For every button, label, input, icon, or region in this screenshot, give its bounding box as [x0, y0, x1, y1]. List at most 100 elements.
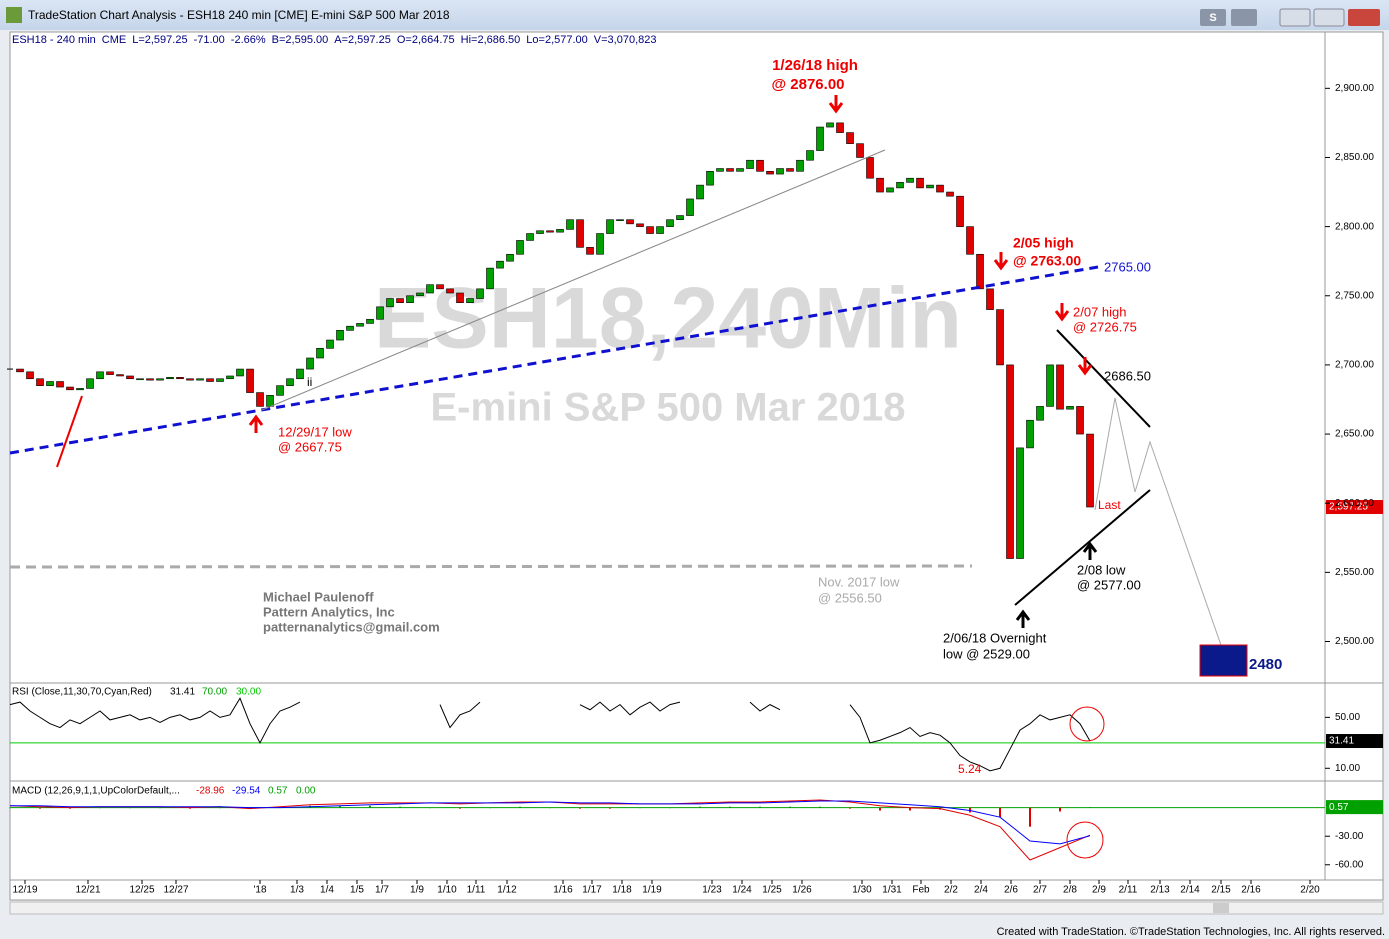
rsi-line: [749, 701, 781, 712]
annotation: 5.24: [958, 762, 982, 776]
candle: [1026, 419, 1034, 449]
x-tick-label: 12/21: [75, 885, 100, 896]
candle: [626, 219, 634, 225]
x-tick-label: 2/13: [1150, 885, 1170, 896]
histogram-bar: [159, 807, 161, 809]
histogram-bar: [579, 807, 581, 809]
info-field: -71.00: [193, 34, 225, 46]
histogram-bar: [849, 807, 851, 809]
y-tick-label: 2,900.00: [1335, 83, 1374, 94]
histogram-bar: [759, 806, 761, 808]
projection-path: [1094, 397, 1223, 649]
close-button[interactable]: [1348, 9, 1380, 26]
info-field: B=2,595.00: [271, 34, 329, 46]
candle: [446, 288, 454, 294]
indicator-value: 70.00: [202, 687, 227, 698]
candle: [156, 378, 164, 381]
x-tick-label: 2/2: [944, 885, 958, 896]
annotation: 2/05 high: [1013, 235, 1074, 251]
tool-button[interactable]: [1231, 9, 1257, 26]
watermark-symbol: ESH18,240Min: [374, 271, 962, 367]
x-tick-label: 1/12: [497, 885, 517, 896]
candle: [96, 371, 104, 380]
candle: [596, 233, 604, 255]
value-label: 0.57: [1329, 802, 1349, 813]
support-line: [9, 564, 973, 569]
annotation: @ 2763.00: [1013, 253, 1081, 269]
y-tick-label: 2,800.00: [1335, 221, 1374, 232]
x-tick-label: 2/11: [1119, 885, 1138, 896]
info-field: O=2,664.75: [396, 34, 455, 46]
candle: [1006, 364, 1014, 559]
candle: [556, 229, 564, 233]
author: Pattern Analytics, Inc: [263, 604, 395, 619]
candle: [86, 378, 94, 389]
menu-button-label: S: [1209, 12, 1216, 24]
y-tick-label: 2,750.00: [1335, 290, 1374, 301]
date-axis: [9, 879, 1384, 901]
candle: [726, 168, 734, 172]
x-tick-label: 1/30: [852, 885, 872, 896]
x-tick-label: 2/15: [1211, 885, 1231, 896]
candle: [746, 159, 754, 169]
annotation: 2480: [1249, 656, 1282, 673]
pane: 0.57 MACD (12,26,9,1,1,UpColorDefault,...…: [9, 786, 1383, 861]
x-tick-label: 2/16: [1241, 885, 1261, 896]
x-tick-label: 1/3: [290, 885, 304, 896]
candle: [296, 368, 304, 380]
candle: [326, 339, 334, 349]
symbol-info: ESH18 - 240 min CME L=2,597.25 -71.00 -2.66%…: [12, 34, 662, 46]
watermark-name: E-mini S&P 500 Mar 2018: [430, 386, 905, 430]
candle: [376, 306, 384, 320]
candle: [656, 226, 664, 234]
y-tick-label: 2,850.00: [1335, 152, 1374, 163]
annotation-lines: [9, 95, 1248, 859]
minimize-button[interactable]: [1279, 8, 1311, 27]
candle: [526, 233, 534, 241]
candle: [236, 368, 244, 377]
candle: [676, 215, 684, 221]
candle: [996, 309, 1004, 366]
candle: [946, 191, 954, 197]
x-tick-label: 1/17: [582, 885, 602, 896]
candle: [66, 386, 74, 391]
candle: [836, 122, 844, 133]
scrollbar[interactable]: [9, 901, 1384, 915]
x-tick-label: 1/16: [553, 885, 573, 896]
candle: [536, 230, 544, 234]
candle: [36, 378, 44, 386]
candle: [336, 330, 344, 341]
indicator-value: 0.57: [268, 786, 288, 797]
y-tick-label: 2,500.00: [1335, 636, 1374, 647]
histogram-bar: [369, 805, 371, 808]
candle: [186, 378, 194, 381]
candle: [196, 378, 204, 381]
menu-button[interactable]: [1200, 9, 1226, 26]
candle: [496, 260, 504, 269]
candle: [396, 298, 404, 303]
histogram-bar: [909, 807, 911, 811]
candle: [406, 295, 414, 303]
candle: [356, 323, 364, 327]
candle: [686, 198, 694, 216]
plot-area: [9, 31, 1326, 881]
x-tick-label: 1/9: [410, 885, 424, 896]
candle: [26, 371, 34, 380]
maximize-button[interactable]: [1313, 8, 1345, 27]
candle: [516, 240, 524, 255]
scroll-thumb[interactable]: [1213, 903, 1229, 913]
indicator-value: -29.54: [232, 786, 261, 797]
candle: [766, 170, 774, 175]
candle: [986, 288, 994, 310]
candle: [936, 184, 944, 193]
candle: [736, 168, 744, 172]
candle: [586, 247, 594, 255]
candle: [876, 177, 884, 193]
annotation: ii: [307, 375, 312, 389]
candle: [716, 168, 724, 172]
trend-line: [261, 149, 886, 411]
value-box: [1326, 800, 1383, 815]
rsi-line: [439, 701, 481, 729]
